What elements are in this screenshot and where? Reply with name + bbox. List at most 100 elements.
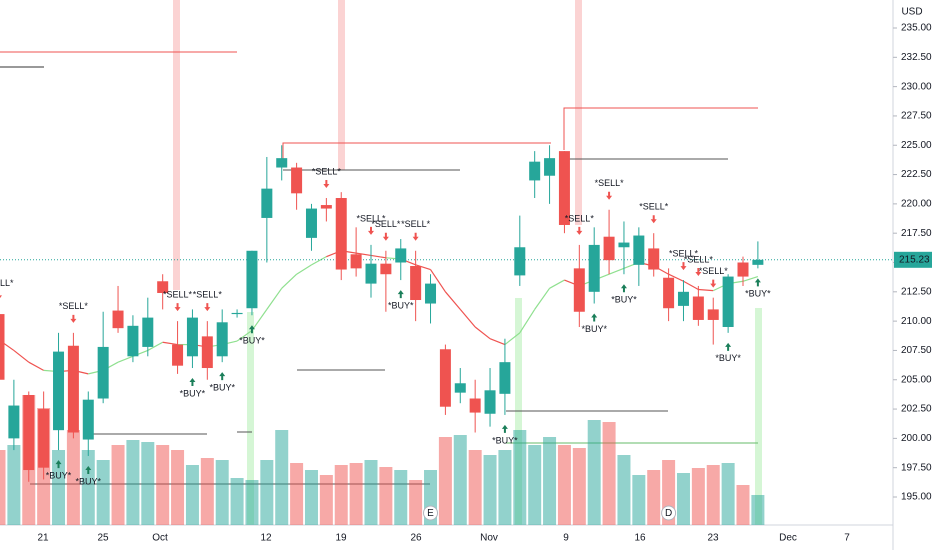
ma-segment [117, 355, 134, 363]
candle-body [276, 158, 288, 168]
ma-segment [266, 287, 283, 310]
volume-bar [438, 437, 452, 525]
volume-bar [602, 422, 616, 525]
candle-body [112, 310, 124, 329]
candle-body [157, 281, 169, 293]
volume-bar [96, 460, 110, 525]
y-tick-label: 202.50 [901, 404, 932, 415]
signal-label: *BUY* [492, 435, 518, 445]
volume-bar [334, 465, 348, 525]
candle-body [0, 314, 5, 380]
candle-body [216, 322, 228, 357]
x-tick-label: 12 [260, 533, 272, 544]
candle-body [53, 351, 65, 431]
sell-arrow [368, 226, 374, 235]
signal-band [575, 0, 582, 225]
signal-band [173, 0, 180, 290]
signal-band [755, 308, 762, 525]
volume-bar [0, 450, 6, 525]
signal-label: *BUY* [209, 383, 235, 393]
volume-bar [721, 463, 735, 525]
buy-arrow [85, 465, 92, 474]
ma-segment [251, 309, 268, 331]
y-tick-label: 222.50 [901, 169, 932, 180]
x-tick-label: 9 [563, 533, 569, 544]
signal-label: *BUY* [388, 300, 414, 310]
candle-body [663, 277, 675, 309]
volume-bar [245, 480, 259, 525]
sell-arrow [204, 303, 211, 312]
candle-body [380, 263, 392, 275]
volume-bar [394, 470, 408, 525]
volume-bar [543, 437, 557, 525]
sell-arrow [710, 279, 717, 288]
volume-bar [557, 445, 571, 525]
y-tick-label: 207.50 [901, 345, 932, 356]
candle-body [692, 296, 704, 320]
candle-body [722, 276, 734, 327]
candle-body [425, 283, 437, 304]
volume-bar [290, 463, 304, 525]
candle-body [588, 244, 600, 292]
volume-bar [349, 463, 363, 525]
ma-segment [742, 275, 759, 282]
volume-bar [736, 485, 750, 525]
level-line [563, 107, 758, 150]
x-tick-label: Oct [152, 533, 168, 544]
volume-bar [647, 470, 661, 525]
signal-label: *BUY* [76, 476, 102, 486]
volume-bar [617, 455, 631, 525]
buy-arrow [620, 284, 627, 293]
drawings [0, 0, 762, 525]
buy-arrow [591, 313, 598, 322]
buy-arrow [55, 460, 62, 469]
candle-body [544, 158, 556, 176]
ma-segment [430, 269, 446, 293]
candle-body [603, 236, 615, 261]
ma-segment [281, 273, 298, 289]
signal-label: *SELL* [193, 290, 223, 300]
signal-label: *BUY* [239, 336, 265, 346]
sell-arrow [412, 232, 419, 241]
volume-bar [379, 467, 393, 525]
y-tick-label: 235.00 [901, 23, 932, 34]
sell-arrow [576, 226, 583, 235]
y-tick-label: 210.00 [901, 316, 932, 327]
volume-bar [185, 465, 199, 525]
signal-band [247, 312, 254, 525]
ma-segment [668, 273, 684, 282]
candle-body [172, 344, 184, 366]
candle-body [8, 405, 20, 439]
candle-body [677, 291, 689, 306]
candle-body [618, 242, 630, 248]
volume-bar [587, 420, 601, 525]
signal-label: *BUY* [180, 388, 206, 398]
y-tick-label: 232.50 [901, 52, 932, 63]
candle-body [127, 325, 139, 357]
volume-bar [200, 458, 214, 525]
signal-label: *SELL* [595, 178, 625, 188]
volume-bar [409, 480, 423, 525]
ma-segment [519, 309, 536, 334]
candle-body [529, 161, 541, 181]
y-tick-label: 205.00 [901, 374, 932, 385]
y-tick-label: 220.00 [901, 199, 932, 210]
candle-body [410, 266, 422, 301]
y-tick-label: 225.00 [901, 140, 932, 151]
buy-arrow [219, 372, 226, 381]
candle-body [320, 205, 332, 209]
volume-bar [215, 460, 229, 525]
signal-label: *SELL* [684, 254, 714, 264]
y-tick-label: 197.50 [901, 462, 932, 473]
ma-segment [370, 254, 386, 259]
signal-label: *SELL* [59, 301, 89, 311]
volume-bar [81, 450, 95, 525]
ma-segment [13, 349, 30, 363]
volume-bar [260, 460, 274, 525]
candle-body [484, 390, 496, 414]
volume-bar [7, 445, 21, 525]
event-label: E [427, 508, 434, 519]
x-tick-label: Dec [779, 533, 797, 544]
x-tick-label: 7 [844, 533, 850, 544]
